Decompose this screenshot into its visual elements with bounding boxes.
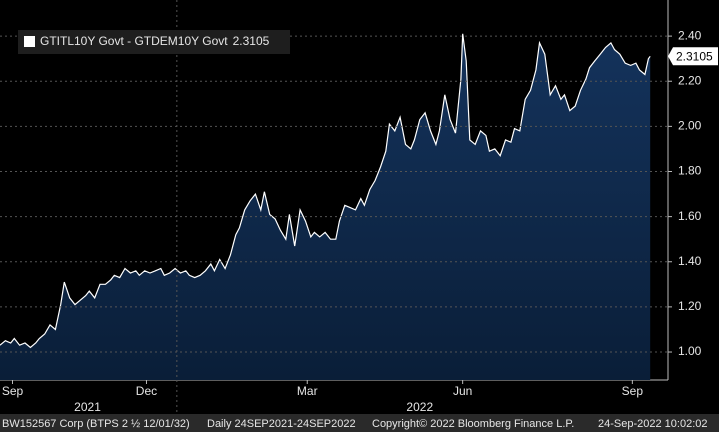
x-tick-label: Dec (136, 384, 157, 398)
y-tick-label: 2.00 (678, 119, 702, 133)
footer-text: BW152567 Corp (BTPS 2 ½ 12/01/32) (2, 418, 190, 430)
x-tick-label: Sep (622, 384, 644, 398)
footer-text: Copyright© 2022 Bloomberg Finance L.P. (372, 418, 574, 430)
y-tick-label: 1.60 (678, 209, 702, 223)
x-tick-label: Mar (297, 384, 318, 398)
legend-label: GTITL10Y Govt - GTDEM10Y Govt (40, 34, 228, 48)
legend-value: 2.3105 (233, 34, 270, 48)
footer-text: 24-Sep-2022 10:02:02 (598, 418, 707, 430)
last-value-label: 2.3105 (676, 49, 713, 63)
y-tick-label: 1.80 (678, 164, 702, 178)
area (0, 33, 651, 381)
y-tick-label: 1.40 (678, 254, 702, 268)
y-tick-label: 2.40 (678, 28, 702, 42)
legend-swatch (24, 36, 35, 47)
year-label: 2021 (74, 400, 101, 414)
x-tick-label: Jun (453, 384, 472, 398)
y-tick-label: 1.20 (678, 299, 702, 313)
legend-box (18, 30, 290, 54)
line (0, 33, 651, 349)
footer-bar (0, 414, 719, 432)
last-value-box (668, 47, 718, 66)
footer-text: Daily 24SEP2021-24SEP2022 (207, 418, 356, 430)
x-tick-label: Sep (2, 384, 24, 398)
y-tick-label: 1.00 (678, 344, 702, 358)
y-tick-label: 2.20 (678, 73, 702, 87)
year-label: 2022 (406, 400, 433, 414)
